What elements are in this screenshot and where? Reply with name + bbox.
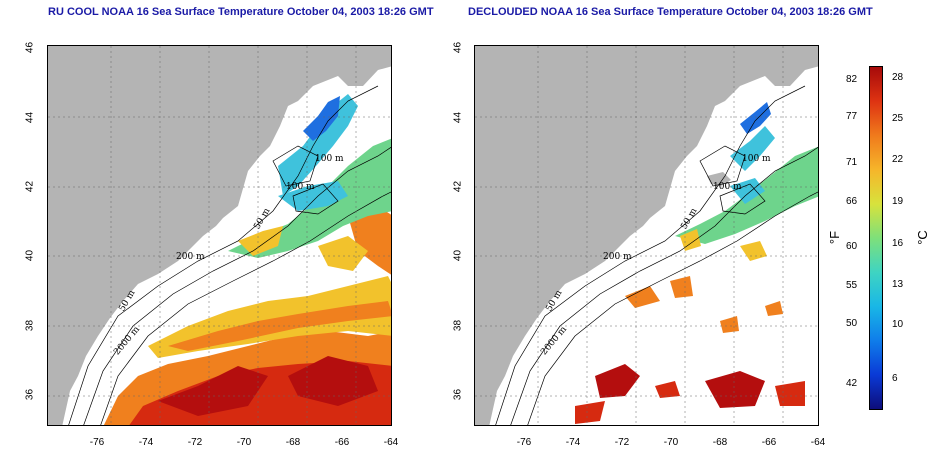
lon-tick-label: -74: [138, 437, 154, 448]
lon-tick-label: -74: [565, 437, 581, 448]
sst-map-raw: 100 m 100 m 50 m 200 m 50 m 2000 m: [47, 45, 392, 426]
contour-label: 100 m: [286, 182, 315, 192]
contour-label: 100 m: [713, 182, 742, 192]
depth-contours: [495, 85, 818, 425]
lat-tick-label: 44: [24, 111, 36, 124]
lon-tick-label: -66: [334, 437, 350, 448]
lat-tick-label: 42: [24, 180, 36, 193]
lat-tick-label: 38: [24, 319, 36, 332]
lon-tick-label: -76: [89, 437, 105, 448]
graticule: [48, 46, 391, 425]
sst-cool-water: [228, 94, 391, 258]
lon-tick-label: -68: [712, 437, 728, 448]
lat-tick-label: 36: [24, 388, 36, 401]
fahrenheit-tick: 82: [846, 74, 858, 85]
lon-tick-label: -64: [383, 437, 399, 448]
celsius-tick: 22: [892, 154, 904, 165]
graticule: [475, 46, 818, 425]
land-mass: [475, 46, 818, 425]
sst-map-declouded: 100 m 100 m 50 m 200 m 50 m 2000 m: [474, 45, 819, 426]
contour-label: 100 m: [742, 154, 771, 164]
lon-tick-label: -64: [810, 437, 826, 448]
fahrenheit-tick: 66: [846, 196, 858, 207]
celsius-tick: 16: [892, 238, 904, 249]
contour-label: 200 m: [603, 252, 632, 262]
left-panel-title: RU COOL NOAA 16 Sea Surface Temperature …: [48, 6, 434, 18]
temperature-colorbar: [869, 66, 883, 410]
sst-warm-water: [575, 241, 805, 424]
lon-tick-label: -66: [761, 437, 777, 448]
fahrenheit-tick: 50: [846, 318, 858, 329]
lat-tick-label: 40: [452, 249, 464, 262]
lat-tick-label: 42: [452, 180, 464, 193]
lat-tick-label: 46: [24, 41, 36, 54]
sst-map-declouded-graphic: [475, 46, 818, 425]
fahrenheit-tick: 71: [846, 157, 858, 168]
celsius-tick: 28: [892, 72, 904, 83]
lon-tick-label: -76: [516, 437, 532, 448]
lat-tick-label: 36: [452, 388, 464, 401]
lon-tick-label: -70: [663, 437, 679, 448]
celsius-tick: 6: [892, 373, 898, 384]
lon-tick-label: -68: [285, 437, 301, 448]
fahrenheit-unit-label: °F: [827, 230, 843, 245]
fahrenheit-tick: 60: [846, 241, 858, 252]
sst-map-raw-graphic: [48, 46, 391, 425]
lon-tick-label: -72: [614, 437, 630, 448]
celsius-tick: 13: [892, 279, 904, 290]
celsius-tick: 25: [892, 113, 904, 124]
lon-tick-label: -70: [236, 437, 252, 448]
lat-tick-label: 46: [452, 41, 464, 54]
celsius-tick: 19: [892, 196, 904, 207]
lat-tick-label: 44: [452, 111, 464, 124]
sst-cool-water: [675, 102, 818, 251]
fahrenheit-tick: 77: [846, 111, 858, 122]
fahrenheit-tick: 42: [846, 378, 858, 389]
contour-label: 100 m: [315, 154, 344, 164]
celsius-tick: 10: [892, 319, 904, 330]
fahrenheit-tick: 55: [846, 280, 858, 291]
lat-tick-label: 38: [452, 319, 464, 332]
right-panel-title: DECLOUDED NOAA 16 Sea Surface Temperatur…: [468, 6, 873, 18]
celsius-unit-label: °C: [914, 230, 930, 245]
contour-label: 200 m: [176, 252, 205, 262]
land-mass: [48, 46, 391, 425]
lon-tick-label: -72: [187, 437, 203, 448]
depth-contours: [68, 85, 391, 425]
lat-tick-label: 40: [24, 249, 36, 262]
